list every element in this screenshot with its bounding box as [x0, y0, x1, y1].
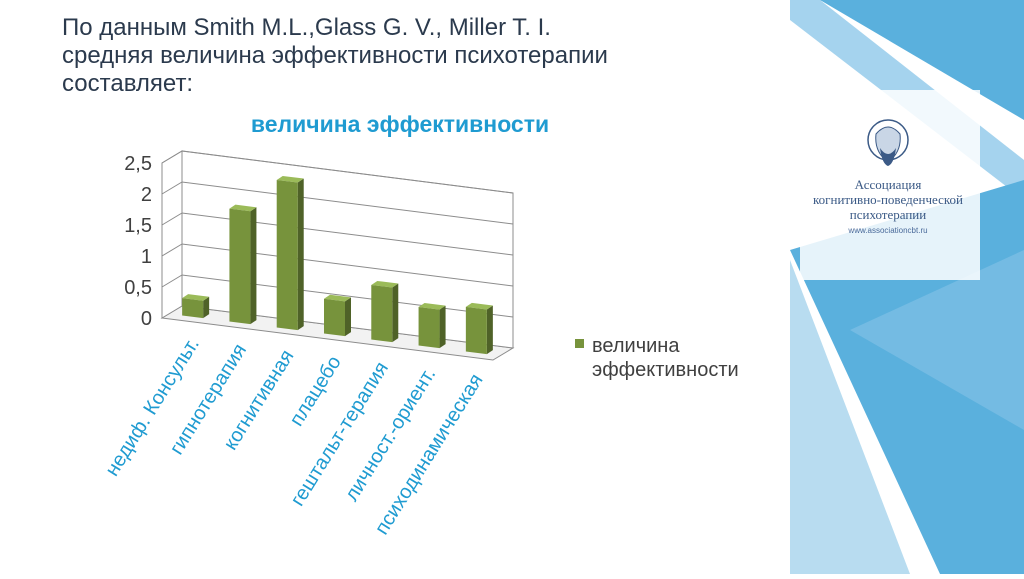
bar-top	[371, 280, 399, 288]
y-tick-label: 2,5	[124, 153, 152, 175]
decorative-side-panel	[790, 0, 1024, 574]
bar	[182, 298, 204, 319]
y-tick-label: 1	[141, 246, 152, 268]
bar-side	[345, 297, 351, 337]
legend-swatch	[575, 339, 584, 348]
y-tick-label: 2	[141, 184, 152, 206]
chart-side-wall	[161, 150, 183, 319]
y-tick-label: 1,5	[124, 215, 152, 237]
bar-top	[324, 294, 351, 302]
logo-line-1: Ассоциация	[854, 177, 922, 192]
logo-line-3: психотерапии	[849, 207, 927, 222]
bar-side	[392, 283, 399, 343]
x-tick-label: недиф. Консульт.	[101, 334, 204, 480]
bar-top	[182, 294, 210, 301]
bar-side	[439, 305, 446, 349]
title-line-3: составляет:	[62, 70, 194, 97]
gridline	[161, 212, 514, 256]
gridline	[161, 243, 514, 287]
y-tick-label: 0	[141, 308, 152, 330]
legend-label-line: эффективности	[592, 359, 739, 381]
bar	[229, 208, 251, 325]
bar-side	[250, 207, 257, 325]
legend-label-line: величина	[592, 335, 680, 357]
bar-top	[465, 302, 493, 310]
bar-side	[486, 305, 493, 355]
bar-side	[203, 296, 210, 319]
slide-title: По данным Smith M.L.,Glass G. V., Miller…	[62, 14, 762, 98]
bar	[418, 307, 440, 349]
gridline	[161, 150, 514, 194]
bar-top	[418, 303, 446, 310]
bar-chart: величина эффективности 0 0,5 1 1,5 2 2,5 неди…	[101, 111, 739, 539]
side-panel-shapes	[790, 0, 1024, 574]
x-tick-label: личност.-ориент.	[341, 364, 441, 505]
chart-legend: величина эффективности	[575, 335, 739, 381]
association-logo: Ассоциация когнитивно-поведенческой псих…	[800, 112, 976, 272]
legend-label: величина эффективности	[592, 335, 739, 381]
bar-side	[297, 178, 304, 331]
x-axis-ticks: недиф. Консульт.гипнотерапиякогнитивнаяп…	[101, 334, 487, 539]
bar	[371, 284, 393, 343]
logo-url: www.associationcbt.ru	[848, 226, 928, 235]
gridline	[161, 181, 514, 225]
bar-top	[276, 175, 304, 183]
bar-top	[229, 204, 257, 212]
gridline	[161, 274, 514, 318]
bar	[324, 298, 345, 337]
title-line-2: средняя величина эффективности психотера…	[62, 42, 608, 69]
y-tick-label: 0,5	[124, 277, 152, 299]
bar	[465, 306, 487, 355]
logo-line-2: когнитивно-поведенческой	[813, 192, 963, 207]
bar	[276, 179, 298, 331]
chart-title: величина эффективности	[251, 111, 549, 137]
chart-bars	[182, 175, 493, 355]
y-axis-ticks: 0 0,5 1 1,5 2 2,5	[124, 153, 152, 330]
title-line-1: По данным Smith M.L.,Glass G. V., Miller…	[62, 14, 551, 41]
portrait-icon	[867, 119, 909, 166]
